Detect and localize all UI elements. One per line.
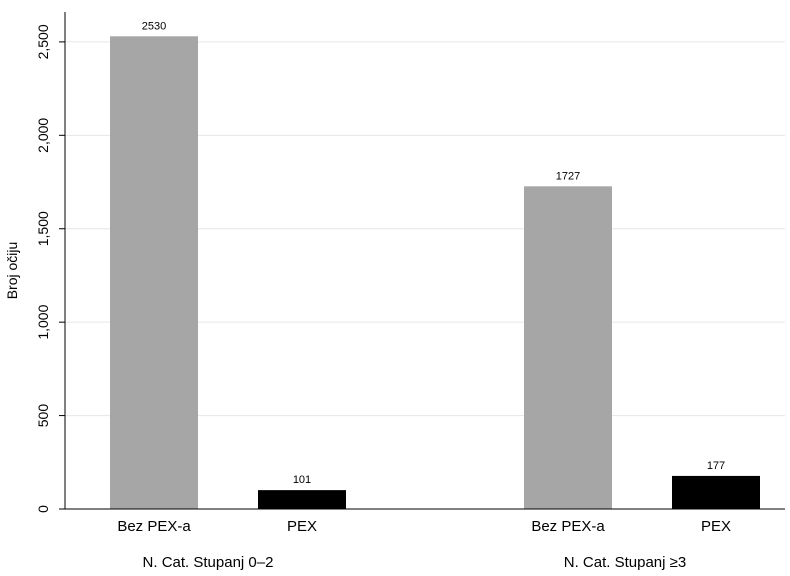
y-axis-ticks: 0 500 1,000 1,500 2,000 2,500 [35, 24, 65, 513]
bar-value-label: 177 [707, 460, 725, 472]
y-tick-label: 2,500 [35, 24, 51, 59]
bar [524, 186, 612, 510]
labels: 2530 Bez PEX-a 101 PEX N. Cat. Stupanj 0–2 17… [117, 20, 731, 571]
bar [258, 490, 346, 509]
y-tick-label: 1,500 [35, 211, 51, 246]
y-tick-label: 0 [35, 505, 51, 513]
bars [110, 36, 760, 510]
x-category-label: PEX [287, 518, 317, 535]
bar-value-label: 1727 [556, 170, 580, 182]
bar-value-label: 101 [293, 474, 311, 486]
y-tick-label: 500 [35, 404, 51, 428]
bar [110, 36, 198, 509]
y-tick-label: 1,000 [35, 304, 51, 339]
bar [672, 475, 760, 509]
y-axis-title: Broj očiju [4, 242, 20, 300]
x-group-label: N. Cat. Stupanj ≥3 [564, 554, 686, 571]
y-tick-label: 2,000 [35, 118, 51, 153]
x-group-label: N. Cat. Stupanj 0–2 [143, 554, 274, 571]
x-category-label: Bez PEX-a [531, 518, 605, 535]
x-category-label: Bez PEX-a [117, 518, 191, 535]
bar-value-label: 2530 [142, 20, 166, 32]
x-category-label: PEX [701, 518, 731, 535]
